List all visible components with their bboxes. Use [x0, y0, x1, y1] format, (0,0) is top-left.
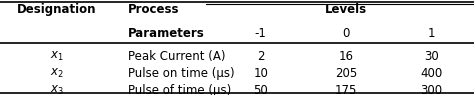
- Text: Process: Process: [128, 3, 180, 16]
- Text: Pulse of time (μs): Pulse of time (μs): [128, 84, 231, 95]
- Text: Levels: Levels: [325, 3, 367, 16]
- Text: 400: 400: [420, 67, 442, 80]
- Text: -1: -1: [255, 27, 267, 40]
- Text: $x_1$: $x_1$: [50, 50, 64, 63]
- Text: Peak Current (A): Peak Current (A): [128, 50, 226, 63]
- Text: 10: 10: [253, 67, 268, 80]
- Text: $x_3$: $x_3$: [50, 84, 64, 95]
- Text: Designation: Designation: [17, 3, 97, 16]
- Text: 16: 16: [338, 50, 354, 63]
- Text: 300: 300: [420, 84, 442, 95]
- Text: 0: 0: [342, 27, 350, 40]
- Text: 30: 30: [424, 50, 439, 63]
- Text: Pulse on time (μs): Pulse on time (μs): [128, 67, 235, 80]
- Text: 2: 2: [257, 50, 264, 63]
- Text: 175: 175: [335, 84, 357, 95]
- Text: 50: 50: [253, 84, 268, 95]
- Text: 205: 205: [335, 67, 357, 80]
- Text: Parameters: Parameters: [128, 27, 205, 40]
- Text: 1: 1: [428, 27, 435, 40]
- Text: $x_2$: $x_2$: [50, 67, 64, 80]
